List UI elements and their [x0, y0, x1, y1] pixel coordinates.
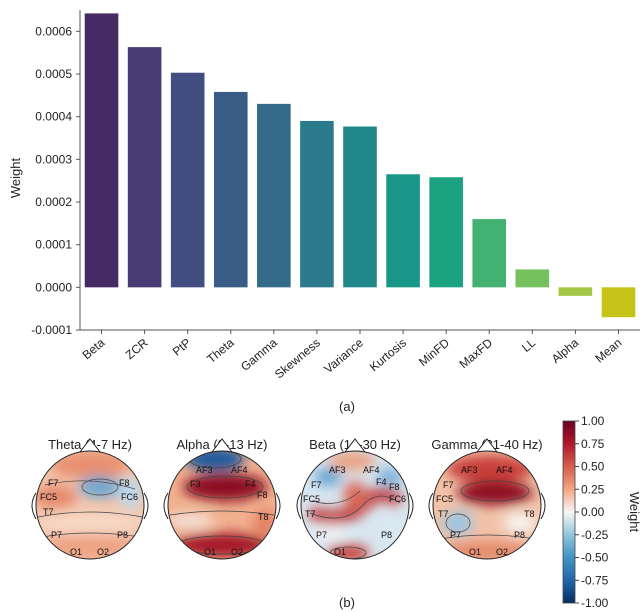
bar-gamma	[257, 103, 291, 288]
electrode-label: FC6	[389, 494, 406, 504]
electrode-label: AF4	[496, 465, 513, 475]
y-ticks: -0.0001 0.0000 0.0001 0.0002 0.0003 0.0004 0.0…	[31, 24, 80, 337]
electrode-label: F7	[48, 478, 59, 488]
x-tick-label: Mean	[592, 336, 624, 366]
y-tick-label: -0.0001	[31, 323, 72, 337]
electrode-label: P7	[450, 530, 461, 540]
electrode-label: O1	[469, 547, 481, 557]
colorbar-tick-label: -1.00	[581, 596, 609, 610]
electrode-labels: AF3 AF4 F3 F4 F8 T8 O1 O2	[190, 465, 269, 557]
electrode-label: P7	[51, 530, 62, 540]
electrode-labels: AF3 AF4 F7 F4 F8 FC5 FC6 T7 P7 P8 O1	[303, 465, 406, 557]
electrode-label: FC5	[436, 494, 453, 504]
electrode-label: O1	[70, 547, 82, 557]
bar-beta	[84, 13, 119, 288]
bar-ptp	[170, 72, 205, 288]
electrode-label: FC5	[40, 492, 57, 502]
electrode-label: F8	[257, 490, 268, 500]
y-tick-label: 0.0000	[35, 280, 72, 294]
x-tick-label: MaxFD	[457, 335, 496, 371]
colorbar	[562, 420, 576, 604]
x-tick-label: Theta	[204, 335, 237, 366]
bar-theta	[213, 91, 248, 288]
bar-mean	[601, 287, 636, 318]
y-tick-label: 0.0006	[35, 24, 72, 38]
colorbar-tick-label: -0.75	[581, 573, 609, 587]
electrode-label: F7	[311, 480, 322, 490]
bar-skewness	[300, 120, 334, 288]
bar-minfd	[429, 177, 463, 288]
electrode-label: O2	[231, 547, 243, 557]
x-tick-label: Alpha	[549, 335, 582, 366]
colorbar-tick-label: -0.25	[581, 528, 609, 542]
electrode-label: O2	[496, 547, 508, 557]
y-tick-label: 0.0005	[35, 67, 72, 81]
topomap-panel: Theta (4-7 Hz) F7 F8 FC5 FC6 T7	[31, 414, 642, 610]
electrode-label: O2	[97, 547, 109, 557]
panel-label-a: (a)	[339, 399, 355, 414]
electrode-label: F8	[119, 478, 130, 488]
electrode-label: F4	[245, 479, 256, 489]
x-tick-label: Variance	[321, 335, 366, 376]
panel-label-b: (b)	[339, 595, 355, 610]
bar-alpha	[558, 287, 593, 296]
electrode-labels: AF3 AF4 F7 FC5 T7 T8 P7 P8 O1 O2	[436, 465, 535, 557]
colorbar-tick-label: -0.50	[581, 551, 609, 565]
electrode-label: AF3	[196, 465, 213, 475]
y-tick-label: 0.0003	[35, 152, 72, 166]
x-tick-label: Skewness	[272, 336, 323, 382]
x-tick-label: PtP	[170, 336, 194, 359]
bar-kurtosis	[386, 174, 420, 288]
electrode-labels: F7 F8 FC5 FC6 T7 P7 P8 O1 O2	[40, 478, 138, 557]
y-tick-label: 0.0001	[35, 238, 72, 252]
y-axis-label: Weight	[8, 158, 23, 199]
colorbar-tick-label: 0.50	[581, 460, 605, 474]
x-tick-label: ZCR	[123, 335, 151, 362]
electrode-label: P8	[117, 530, 128, 540]
y-tick-label: 0.0002	[35, 195, 72, 209]
electrode-label: AF3	[461, 465, 478, 475]
electrode-label: O1	[334, 547, 346, 557]
bar-chart: -0.0001 0.0000 0.0001 0.0002 0.0003 0.0004 0.0…	[8, 10, 640, 414]
colorbar-tick-label: 0.75	[581, 437, 605, 451]
bar-zcr	[127, 47, 162, 288]
electrode-label: F4	[376, 477, 387, 487]
electrode-label: O1	[204, 547, 216, 557]
colorbar-ticks: 1.00 0.75 0.50 0.25 0.00 -0.25 -0.50 -0.75 -1.00	[575, 414, 609, 610]
electrode-label: AF3	[329, 465, 346, 475]
colorbar-tick-label: 1.00	[581, 414, 605, 428]
x-tick-label: Kurtosis	[367, 336, 409, 375]
colorbar-label: Weight	[627, 492, 642, 533]
electrode-label: P8	[381, 530, 392, 540]
electrode-label: AF4	[363, 465, 380, 475]
electrode-label: T7	[305, 509, 316, 519]
electrode-label: FC5	[303, 494, 320, 504]
x-tick-label: MinFD	[416, 335, 452, 369]
electrode-label: P8	[514, 530, 525, 540]
bar-ll	[515, 269, 550, 288]
bar-maxfd	[472, 219, 507, 288]
colorbar-tick-label: 0.25	[581, 482, 605, 496]
electrode-label: AF4	[231, 465, 248, 475]
y-tick-label: 0.0004	[35, 110, 72, 124]
topomap-beta: Beta (14-30 Hz) AF3 AF4 F7 F4	[296, 437, 414, 560]
electrode-label: T8	[524, 509, 535, 519]
x-tick-label: LL	[519, 335, 538, 355]
topomap-alpha: Alpha (8-13 Hz) AF3 AF4 F3 F4 F8 T8	[163, 437, 281, 560]
electrode-label: T7	[438, 509, 449, 519]
colorbar-tick-label: 0.00	[581, 505, 605, 519]
x-tick-label: Beta	[80, 335, 108, 362]
bar-variance	[343, 126, 377, 288]
electrode-label: F8	[389, 482, 400, 492]
electrode-label: F7	[443, 480, 454, 490]
bars-layer	[84, 13, 636, 318]
topomap-theta: Theta (4-7 Hz) F7 F8 FC5 FC6 T7	[31, 437, 149, 560]
electrode-label: T8	[258, 512, 269, 522]
electrode-label: FC6	[121, 492, 138, 502]
electrode-label: F3	[190, 479, 201, 489]
electrode-label: T7	[43, 507, 54, 517]
topomap-gamma: Gamma (31-40 Hz) AF3 AF4 F7 FC5 T7 T8	[428, 437, 546, 560]
electrode-label: P7	[316, 530, 327, 540]
